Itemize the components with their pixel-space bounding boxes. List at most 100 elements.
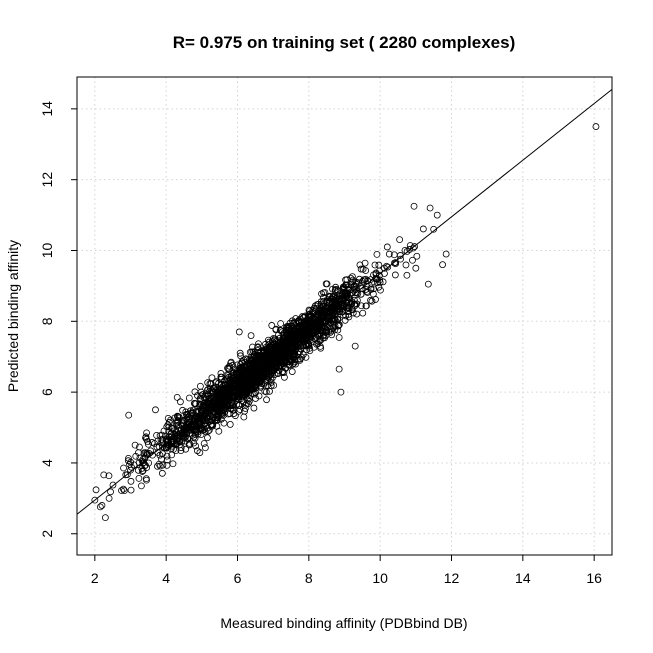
- data-point: [250, 404, 258, 412]
- data-point: [255, 340, 262, 348]
- data-point: [212, 400, 220, 408]
- data-point: [334, 326, 342, 334]
- data-point: [120, 485, 127, 493]
- data-point: [248, 377, 256, 385]
- data-point: [200, 440, 208, 447]
- data-point: [220, 401, 228, 409]
- data-point: [356, 275, 363, 283]
- data-point: [362, 286, 370, 293]
- data-point: [204, 379, 212, 387]
- data-point: [368, 297, 376, 305]
- y-tick-label: 2: [39, 530, 55, 538]
- data-point: [363, 302, 370, 310]
- x-tick-label: 12: [444, 570, 460, 586]
- data-point: [272, 362, 280, 370]
- data-point: [204, 391, 211, 399]
- data-point: [229, 361, 237, 369]
- data-point: [317, 327, 325, 335]
- data-point: [240, 413, 248, 421]
- data-point: [245, 398, 253, 405]
- data-point: [300, 314, 307, 322]
- data-point: [175, 437, 183, 445]
- data-point: [322, 280, 330, 288]
- data-point: [193, 407, 201, 415]
- data-point: [204, 401, 212, 408]
- data-point: [205, 426, 213, 434]
- data-point: [241, 388, 249, 396]
- data-point: [439, 261, 446, 269]
- data-point: [169, 425, 177, 432]
- data-point: [412, 264, 420, 272]
- data-point: [332, 283, 340, 291]
- data-point: [236, 349, 244, 357]
- data-point: [231, 376, 239, 384]
- data-point: [197, 431, 205, 438]
- data-point: [328, 297, 336, 305]
- data-point: [255, 353, 263, 360]
- y-tick-label: 12: [39, 172, 55, 188]
- data-point: [188, 408, 196, 416]
- data-point: [351, 342, 359, 350]
- data-point: [375, 283, 383, 291]
- data-point: [403, 271, 411, 279]
- data-point: [255, 379, 263, 387]
- data-point: [337, 388, 345, 396]
- chart-title: R= 0.975 on training set ( 2280 complexe…: [173, 33, 516, 52]
- data-point: [314, 340, 322, 348]
- data-point: [125, 411, 133, 419]
- data-point: [424, 280, 432, 288]
- data-point: [306, 347, 314, 355]
- data-point: [100, 471, 108, 479]
- data-point: [191, 388, 199, 396]
- data-point: [310, 335, 318, 342]
- data-point: [236, 406, 244, 413]
- data-point: [226, 421, 234, 428]
- data-point: [334, 316, 342, 324]
- data-point: [373, 250, 381, 258]
- data-point: [215, 427, 223, 435]
- data-point: [247, 332, 255, 339]
- data-point: [268, 322, 276, 329]
- data-point: [310, 343, 318, 351]
- data-point: [98, 502, 106, 509]
- data-point: [330, 318, 338, 326]
- data-point: [136, 454, 144, 462]
- data-point: [325, 316, 333, 324]
- data-point: [238, 396, 246, 404]
- x-axis-label: Measured binding affinity (PDBbind DB): [220, 615, 467, 631]
- data-point: [282, 364, 290, 372]
- data-point: [96, 503, 104, 511]
- data-point: [338, 305, 346, 312]
- data-point: [275, 356, 283, 364]
- data-point: [109, 481, 117, 489]
- data-point: [249, 343, 256, 351]
- data-point: [216, 390, 223, 398]
- data-point: [314, 326, 321, 334]
- data-point: [426, 204, 434, 212]
- data-point: [211, 416, 219, 424]
- data-point: [348, 305, 356, 313]
- data-point: [287, 326, 295, 334]
- data-point: [234, 361, 241, 369]
- data-point: [127, 486, 135, 494]
- data-point: [179, 406, 186, 414]
- data-point: [241, 405, 249, 412]
- data-point: [247, 357, 254, 365]
- data-point: [413, 252, 421, 260]
- data-point: [134, 466, 142, 474]
- data-point: [277, 320, 285, 327]
- data-point: [375, 261, 383, 269]
- data-point: [210, 406, 218, 414]
- data-point: [224, 402, 232, 410]
- data-point: [311, 308, 319, 316]
- data-point: [350, 296, 358, 304]
- data-point: [315, 315, 323, 322]
- y-axis: 2 4 6 8 10 12 14: [39, 101, 77, 538]
- data-point: [248, 356, 256, 364]
- data-point: [287, 348, 295, 356]
- data-point: [321, 289, 329, 296]
- data-point: [302, 322, 310, 330]
- data-point: [213, 414, 221, 422]
- data-point: [306, 344, 314, 352]
- data-point: [235, 328, 243, 336]
